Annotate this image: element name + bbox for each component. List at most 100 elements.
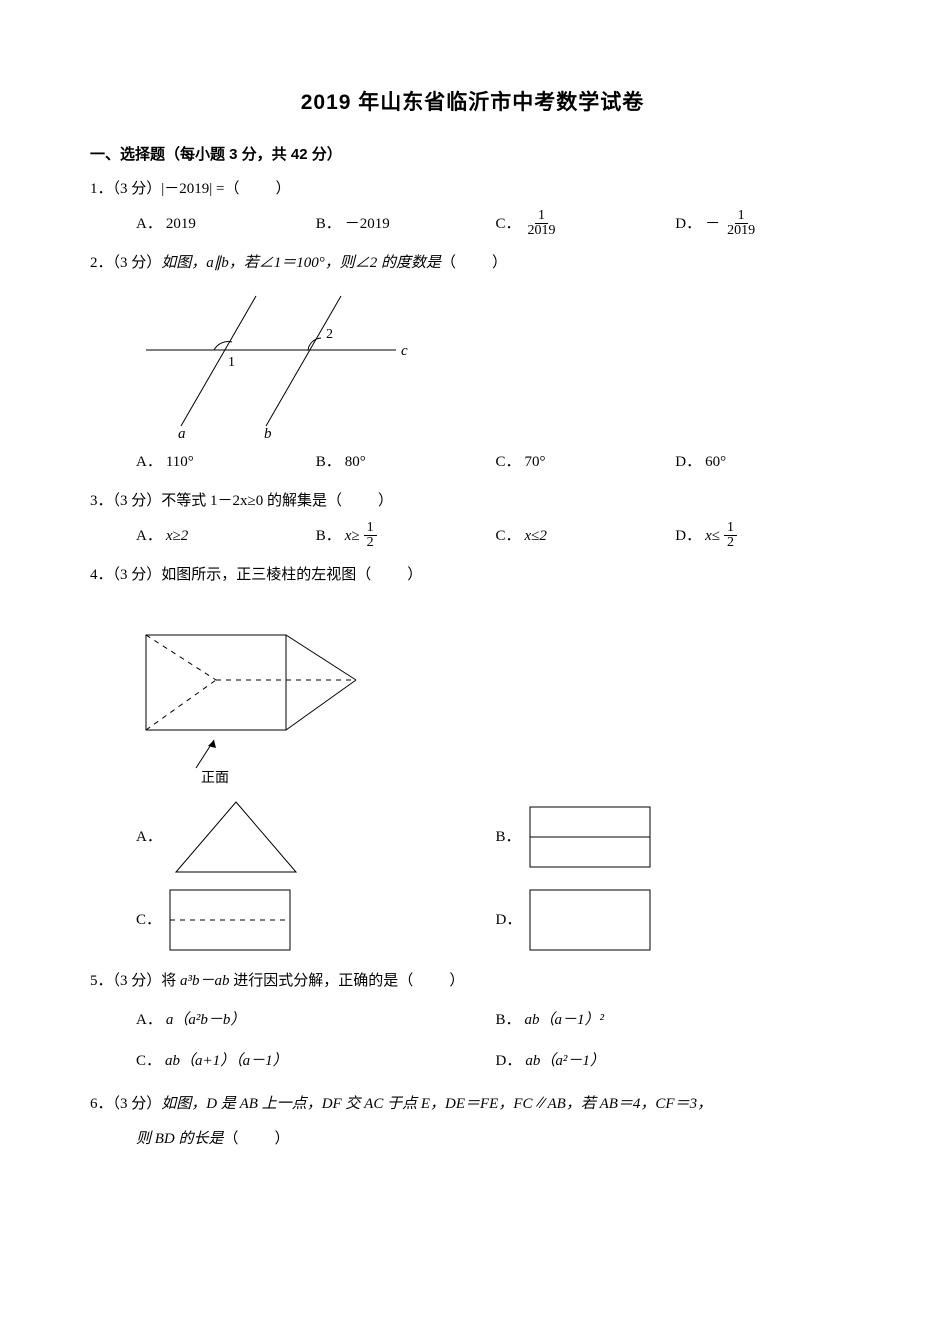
q1-options: A．2019 B．－2019 C．12019 D．－12019: [90, 208, 855, 241]
question-5: 5．（3 分）将 a³b－ab 进行因式分解，正确的是（ ） A．a（a²b－b…: [90, 965, 855, 1082]
q4-b-figure: [525, 802, 655, 872]
q3-opt-d: D．x≤12: [675, 520, 855, 553]
q1-num: 1．: [90, 181, 113, 197]
opt-label-c: C．: [496, 446, 521, 479]
q1-a-text: 2019: [166, 208, 196, 241]
opt-label-a: A．: [136, 446, 162, 479]
line-c-label: c: [401, 343, 408, 359]
q1-opt-a: A．2019: [136, 208, 316, 241]
q4-figure: 正面: [136, 600, 855, 785]
q3-d-num: 1: [724, 521, 737, 537]
q1-d-num: 1: [735, 209, 748, 225]
q1-stem: 1．（3 分）|－2019| =（ ）: [90, 173, 855, 206]
q6-num: 6．: [90, 1096, 113, 1112]
rect-half-icon: [525, 802, 655, 872]
opt-label-b: B．: [316, 446, 341, 479]
points-label: （3 分）: [113, 567, 162, 583]
q4-d-figure: [525, 885, 655, 955]
q5-b-text: ab（a－1）²: [525, 1004, 605, 1037]
angle2-label: 2: [326, 327, 333, 342]
q4-options: A． B． C． D．: [90, 793, 855, 959]
q5-opt-b: B．ab（a－1）²: [496, 1000, 856, 1041]
q1-opt-c: C． 12019: [496, 208, 676, 241]
q5-post: 进行因式分解，正确的是: [230, 973, 399, 989]
q6-stem-b: 则 BD 的长是（ ）: [90, 1123, 855, 1156]
points-label: （3 分）: [113, 181, 162, 197]
q6-text-b: 则 BD 的长是: [136, 1131, 224, 1147]
question-4: 4．（3 分）如图所示，正三棱柱的左视图（ ） 正面 A． B．: [90, 559, 855, 959]
q3-b-pre: x≥: [345, 520, 360, 553]
question-2: 2．（3 分）如图，a∥b，若∠1＝100°，则∠2 的度数是（ ） 1 2 c…: [90, 247, 855, 479]
q3-text: 不等式 1－2x≥0 的解集是: [161, 493, 327, 509]
prism-diagram: 正面: [136, 600, 376, 785]
q3-num: 3．: [90, 493, 113, 509]
q4-num: 4．: [90, 567, 113, 583]
q4-c-figure: [165, 885, 295, 955]
q3-opt-c: C．x≤2: [496, 520, 676, 553]
q5-a-text: a（a²b－b）: [166, 1004, 246, 1037]
q6-stem-a: 6．（3 分）如图，D 是 AB 上一点，DF 交 AC 于点 E，DE＝FE，…: [90, 1088, 855, 1121]
q1-c-den: 2019: [525, 224, 559, 239]
q3-d-pre: x≤: [705, 520, 720, 553]
q3-d-den: 2: [724, 536, 737, 551]
q2-c-text: 70°: [525, 446, 546, 479]
opt-label-c: C．: [136, 904, 161, 937]
q2-opt-b: B．80°: [316, 446, 496, 479]
rect-icon: [525, 885, 655, 955]
opt-label-c: C．: [496, 208, 521, 241]
q5-c-text: ab（a+1）（a－1）: [165, 1045, 288, 1078]
opt-label-b: B．: [316, 520, 341, 553]
q6-text-a: 如图，D 是 AB 上一点，DF 交 AC 于点 E，DE＝FE，FC∥AB，若…: [161, 1096, 712, 1112]
q5-opt-c: C．ab（a+1）（a－1）: [136, 1041, 496, 1082]
points-label: （3 分）: [113, 255, 162, 271]
q3-b-num: 1: [364, 521, 377, 537]
blank-paren: （ ）: [327, 493, 395, 509]
q4-opt-b: B．: [496, 793, 856, 881]
q5-opt-d: D．ab（a²－1）: [496, 1041, 856, 1082]
opt-label-d: D．: [496, 1045, 522, 1078]
q3-opt-a: A．x≥2: [136, 520, 316, 553]
q5-num: 5．: [90, 973, 113, 989]
q5-options: A．a（a²b－b） B．ab（a－1）² C．ab（a+1）（a－1） D．a…: [90, 1000, 855, 1082]
q1-opt-d: D．－12019: [675, 208, 855, 241]
opt-label-a: A．: [136, 520, 162, 553]
q2-options: A．110° B．80° C．70° D．60°: [90, 446, 855, 479]
opt-label-d: D．: [675, 520, 701, 553]
q3-options: A．x≥2 B．x≥12 C．x≤2 D．x≤12: [90, 520, 855, 553]
opt-label-a: A．: [136, 208, 162, 241]
opt-label-c: C．: [496, 520, 521, 553]
opt-label-b: B．: [496, 1004, 521, 1037]
q3-opt-b: B．x≥12: [316, 520, 496, 553]
blank-paren: （ ）: [225, 181, 293, 197]
q2-opt-a: A．110°: [136, 446, 316, 479]
angle1-label: 1: [228, 355, 235, 370]
q3-b-den: 2: [364, 536, 377, 551]
q1-d-den: 2019: [724, 224, 758, 239]
opt-label-a: A．: [136, 1004, 162, 1037]
opt-label-c: C．: [136, 1045, 161, 1078]
opt-label-d: D．: [496, 904, 522, 937]
q5-opt-a: A．a（a²b－b）: [136, 1000, 496, 1041]
q2-figure: 1 2 c a b: [136, 288, 855, 438]
question-1: 1．（3 分）|－2019| =（ ） A．2019 B．－2019 C．120…: [90, 173, 855, 241]
opt-label-a: A．: [136, 821, 162, 854]
section-heading: 一、选择题（每小题 3 分，共 42 分）: [90, 138, 855, 171]
points-label: （3 分）: [113, 973, 162, 989]
opt-label-d: D．: [675, 446, 701, 479]
blank-paren: （ ）: [356, 567, 424, 583]
q5-d-text: ab（a²－1）: [525, 1045, 605, 1078]
q2-a-text: 110°: [166, 446, 194, 479]
q3-a-text: x≥2: [166, 520, 188, 553]
points-label: （3 分）: [113, 493, 162, 509]
q2-num: 2．: [90, 255, 113, 271]
q1-expression: |－2019| =: [161, 181, 224, 197]
opt-label-b: B．: [496, 821, 521, 854]
q1-opt-b: B．－2019: [316, 208, 496, 241]
q1-c-num: 1: [535, 209, 548, 225]
q1-d-frac: 12019: [724, 209, 758, 239]
front-label: 正面: [201, 771, 229, 785]
points-label: （3 分）: [113, 1096, 162, 1112]
triangle-icon: [166, 797, 306, 877]
q3-b-frac: 12: [364, 521, 377, 551]
q2-stem: 2．（3 分）如图，a∥b，若∠1＝100°，则∠2 的度数是（ ）: [90, 247, 855, 280]
